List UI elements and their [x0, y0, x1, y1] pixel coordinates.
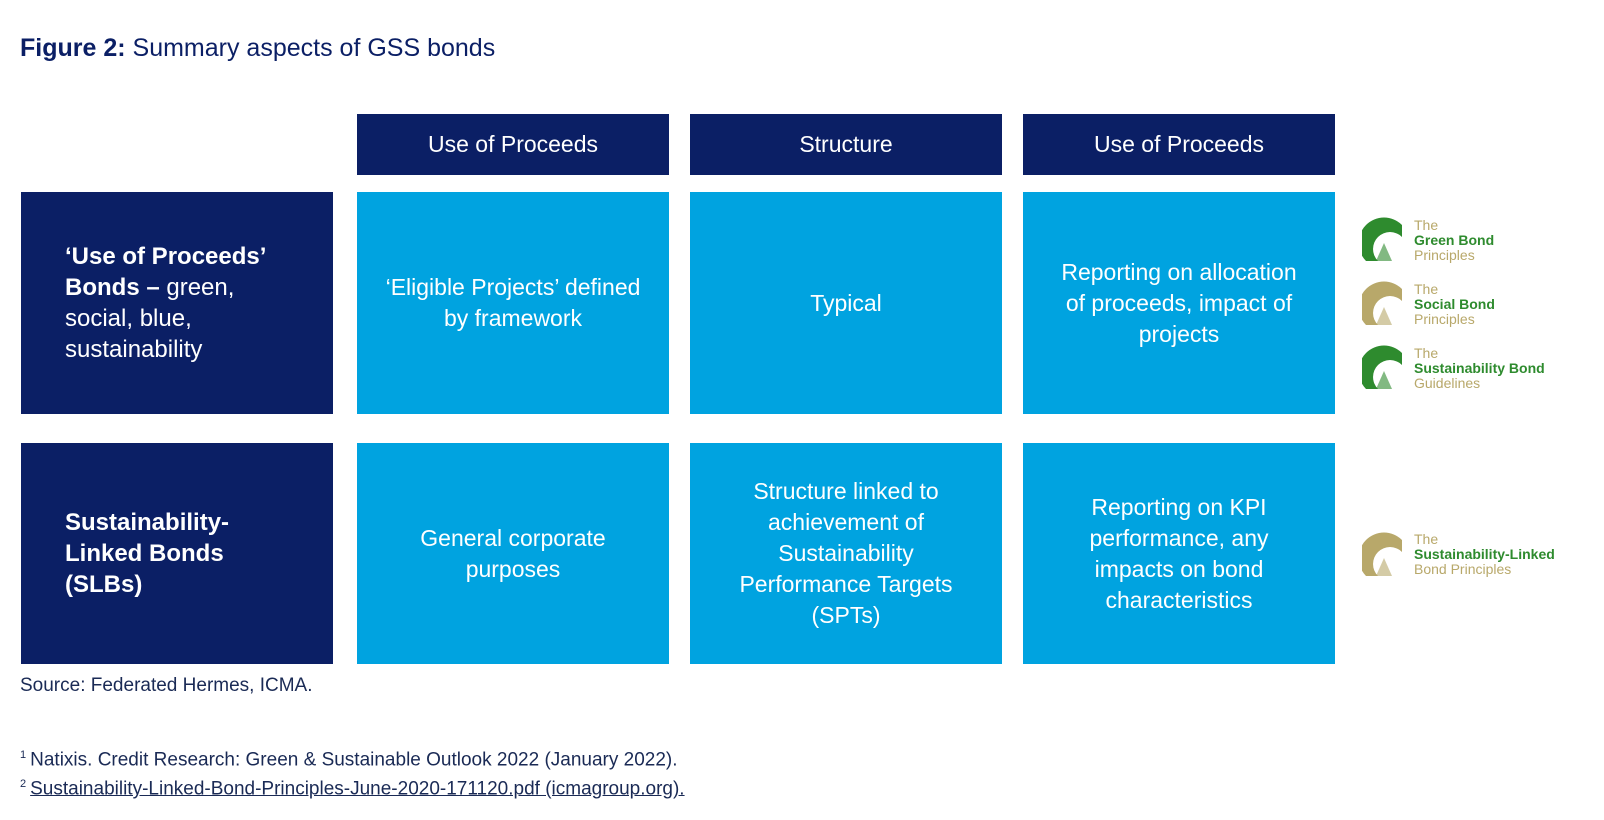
logo-text: The Social Bond Principles — [1414, 280, 1495, 327]
footnote-mark: 2 — [20, 778, 27, 790]
row-label: ‘Use of Proceeds’ Bonds – green, social,… — [21, 192, 333, 414]
row-label-text: Sustainability-Linked Bonds (SLBs) — [65, 507, 303, 600]
footnote[interactable]: 2 Sustainability-Linked-Bond-Principles-J… — [20, 778, 685, 800]
logo-line: Sustainability Bond — [1414, 359, 1545, 376]
cell: Structure linked to achievement of Susta… — [690, 443, 1002, 664]
footnote: 1 Natixis. Credit Research: Green & Susta… — [20, 749, 678, 771]
cell: General corporate purposes — [357, 443, 669, 664]
logo-text: The Sustainability Bond Guidelines — [1414, 344, 1545, 391]
logo: The Sustainability Bond Guidelines — [1362, 343, 1545, 393]
logo-line: Green Bond — [1414, 231, 1495, 248]
row-label-bold: Sustainability-Linked Bonds (SLBs) — [65, 509, 230, 598]
cell: ‘Eligible Projects’ defined by framework — [357, 192, 669, 414]
logo-line: Sustainability-Linked — [1414, 546, 1555, 562]
logo-icon — [1362, 281, 1402, 325]
logo-line: The — [1414, 344, 1439, 361]
footnote-text: Natixis. Credit Research: Green & Sustai… — [30, 749, 678, 771]
cell: Reporting on KPI performance, any impact… — [1023, 443, 1335, 664]
row-label-text: ‘Use of Proceeds’ Bonds – green, social,… — [65, 241, 303, 365]
logo: The Sustainability-Linked Bond Principles — [1362, 530, 1555, 580]
cell: Reporting on allocation of proceeds, imp… — [1023, 192, 1335, 414]
logo-line: The — [1414, 280, 1439, 297]
row-label-bold: ‘Use of Proceeds’ Bonds – — [65, 243, 266, 301]
logo-line: The — [1414, 531, 1439, 547]
logo-line: The — [1414, 216, 1439, 233]
logo-line: Bond Principles — [1414, 561, 1512, 577]
logo-icon — [1362, 217, 1402, 261]
figure-label: Figure 2: — [20, 34, 126, 62]
logo-text: The Sustainability-Linked Bond Principles — [1414, 532, 1555, 577]
logo-line: Guidelines — [1414, 374, 1481, 391]
footnote-link[interactable]: Sustainability-Linked-Bond-Principles-Ju… — [30, 778, 685, 800]
source: Source: Federated Hermes, ICMA. — [20, 675, 313, 696]
row-label: Sustainability-Linked Bonds (SLBs) — [21, 443, 333, 664]
footnote-mark: 1 — [20, 749, 27, 761]
logo-line: Principles — [1414, 310, 1475, 327]
logo: The Green Bond Principles — [1362, 215, 1494, 265]
figure-title: Figure 2: Summary aspects of GSS bonds — [20, 34, 495, 63]
logo-icon — [1362, 345, 1402, 389]
column-header: Use of Proceeds — [357, 114, 669, 175]
figure-text: Summary aspects of GSS bonds — [132, 34, 496, 62]
column-header: Use of Proceeds — [1023, 114, 1335, 175]
logo-icon — [1362, 532, 1402, 576]
row-label-normal: green, social, blue, sustainability — [65, 274, 235, 363]
cell: Typical — [690, 192, 1002, 414]
logo-text: The Green Bond Principles — [1414, 216, 1495, 263]
logo-line: Principles — [1414, 246, 1475, 263]
logo: The Social Bond Principles — [1362, 279, 1495, 329]
logo-line: Social Bond — [1414, 295, 1495, 312]
column-header: Structure — [690, 114, 1002, 175]
